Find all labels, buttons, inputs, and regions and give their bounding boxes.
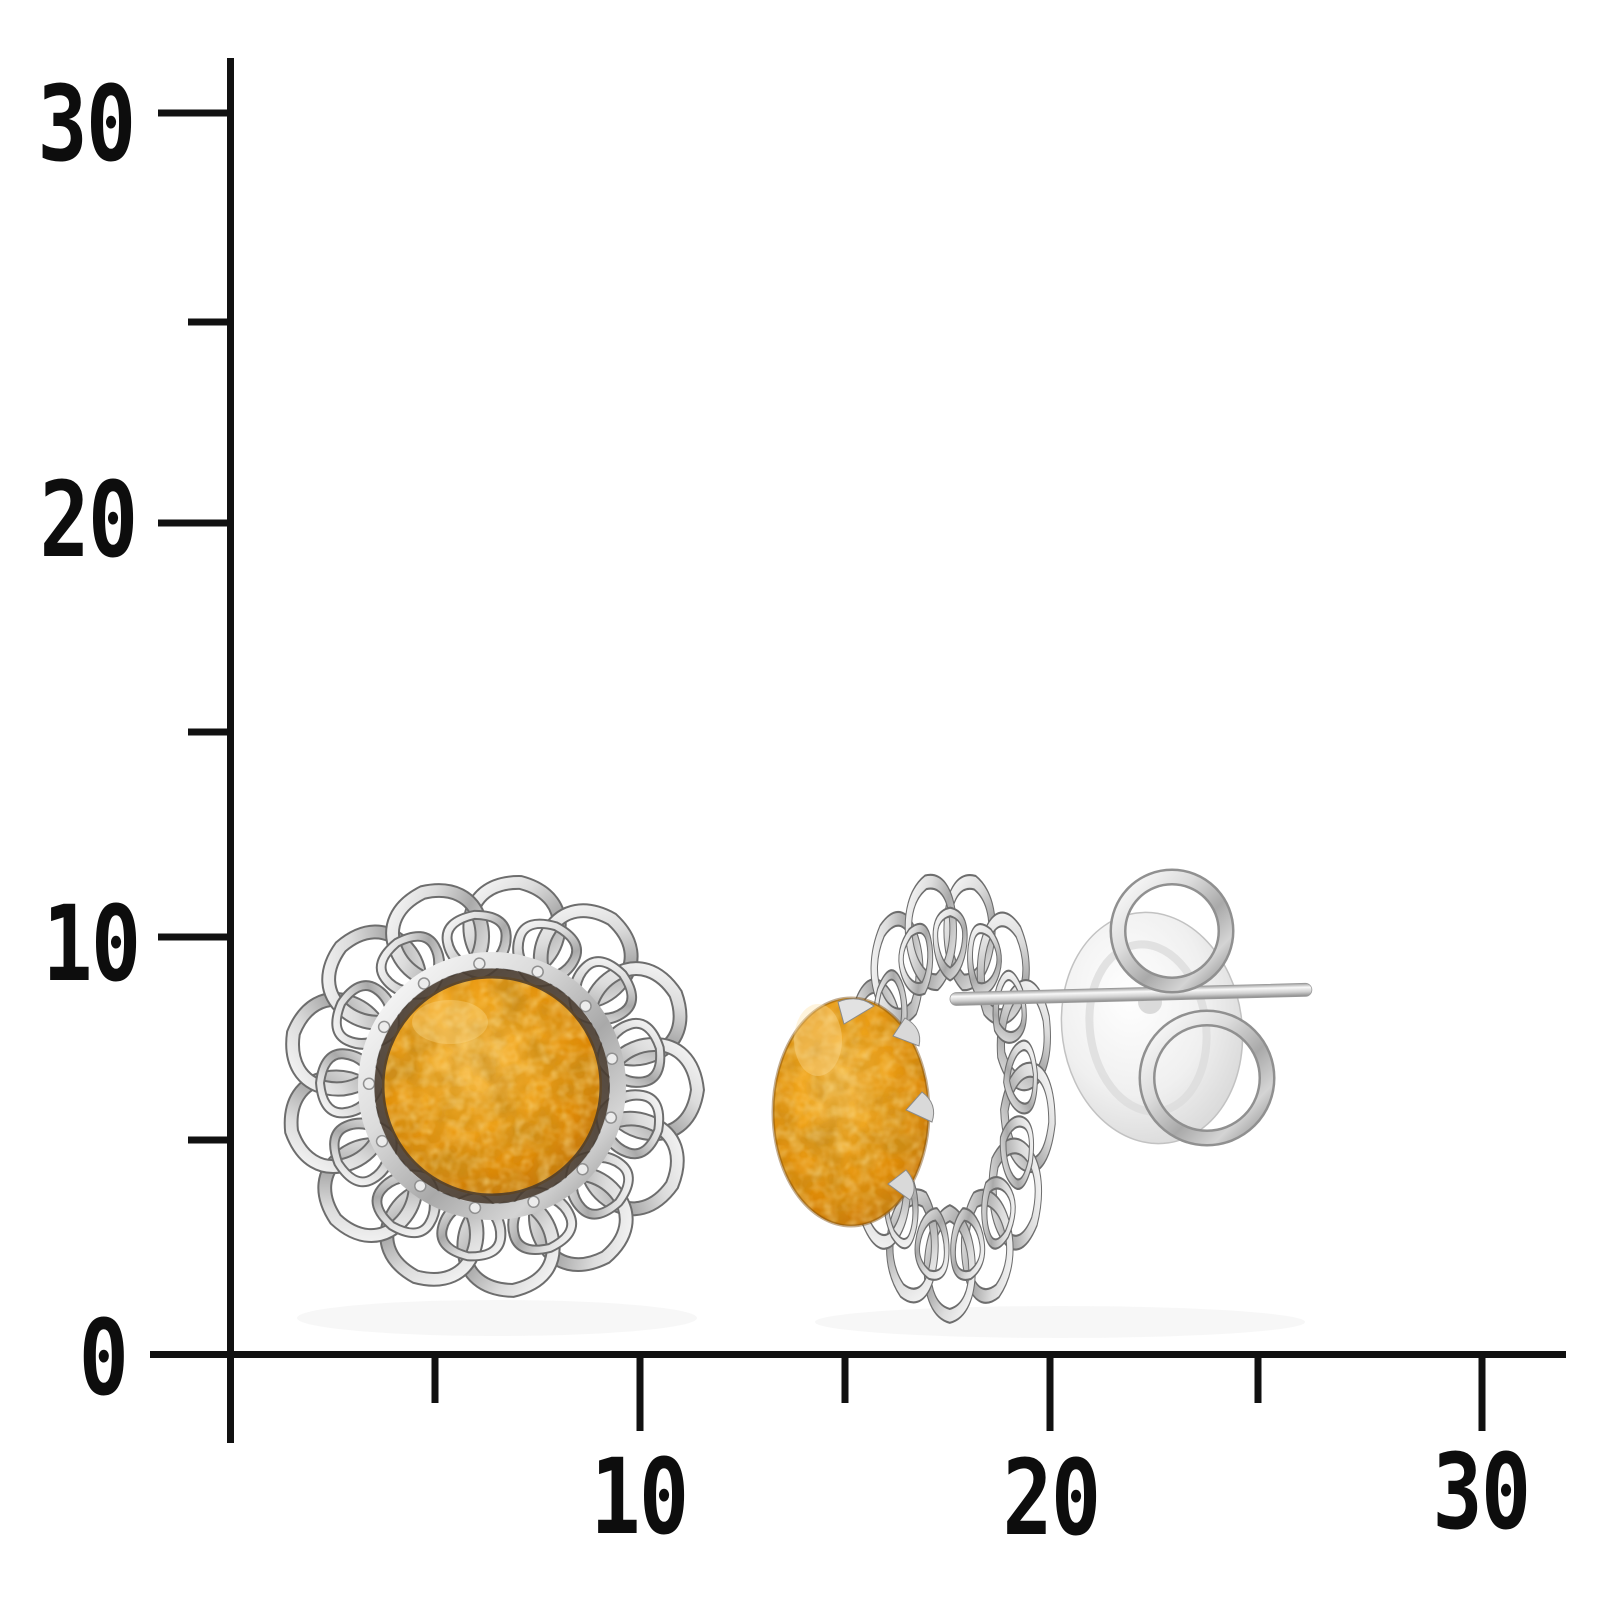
left-earring-shadow xyxy=(297,1300,697,1336)
x-tick-10 xyxy=(636,1358,644,1431)
x-axis-label-10: 10 xyxy=(590,1436,690,1558)
bezel-dark-rim xyxy=(374,968,610,1204)
y-axis-label-30: 30 xyxy=(37,63,137,185)
y-minor-tick-5 xyxy=(188,1136,234,1144)
x-minor-tick-25 xyxy=(1254,1358,1262,1403)
amber-dome-inclusions-light xyxy=(773,998,929,1226)
clutch-loops xyxy=(1109,868,1276,1147)
prong-lower-right xyxy=(887,1169,915,1201)
ear-post xyxy=(949,982,1313,1006)
prong-right xyxy=(905,1091,935,1123)
x-axis-label-20: 20 xyxy=(1002,1437,1102,1559)
y-tick-30 xyxy=(158,109,234,117)
y-axis-label-0: 0 xyxy=(78,1297,129,1419)
y-axis-label-10: 10 xyxy=(42,883,142,1005)
clutch-bottom-loop xyxy=(1141,1012,1273,1144)
y-tick-10 xyxy=(158,933,234,941)
y-axis-line xyxy=(227,58,234,1443)
x-axis-line xyxy=(150,1351,1566,1358)
prong-upper-right xyxy=(892,1017,921,1047)
left-earring-front-view xyxy=(272,867,706,1304)
right-earring-side-view xyxy=(771,861,1313,1325)
x-minor-tick-15 xyxy=(841,1358,849,1403)
y-axis-label-20: 20 xyxy=(39,459,139,581)
clutch-top-loop xyxy=(1112,871,1232,991)
prong-top xyxy=(837,998,875,1025)
amber-inclusions-light xyxy=(382,976,602,1196)
y-tick-20 xyxy=(158,519,234,527)
y-minor-tick-25 xyxy=(188,318,234,326)
x-tick-30 xyxy=(1478,1358,1486,1431)
x-minor-tick-5 xyxy=(431,1358,439,1403)
x-tick-20 xyxy=(1046,1358,1054,1431)
x-axis-label-30: 30 xyxy=(1432,1431,1532,1553)
amber-highlight xyxy=(412,1000,488,1044)
y-minor-tick-15 xyxy=(188,728,234,736)
measurement-axes xyxy=(150,58,1566,1443)
right-earring-shadow xyxy=(815,1306,1305,1338)
amber-dome-highlight xyxy=(794,1004,842,1076)
